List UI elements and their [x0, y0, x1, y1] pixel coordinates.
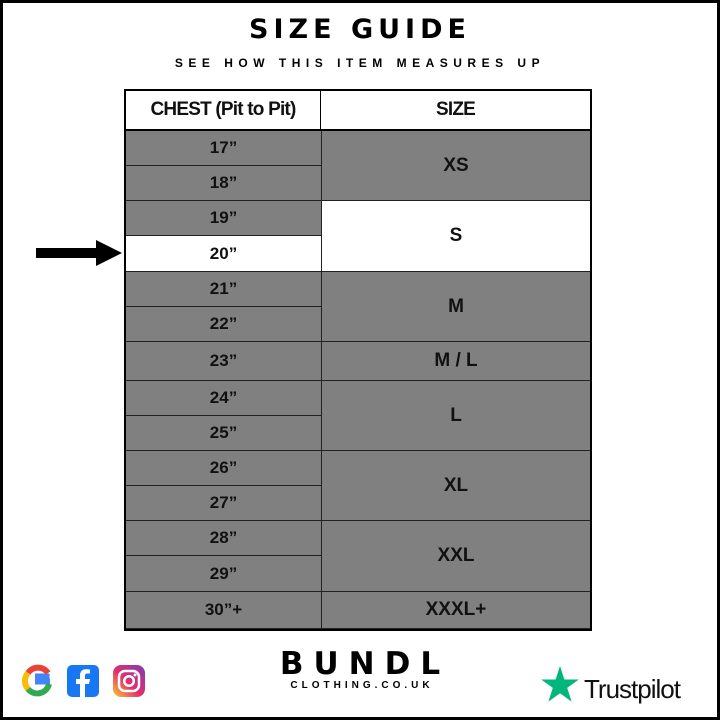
size-cell: M — [321, 272, 590, 342]
chest-cell: 23” — [126, 342, 321, 381]
size-cell: XXL — [321, 521, 590, 592]
chest-cell: 24” — [126, 381, 321, 416]
chest-cell: 21” — [126, 272, 321, 307]
chest-cell: 20” — [126, 236, 321, 272]
page-title: SIZE GUIDE — [249, 14, 471, 45]
brand-name: BUNDL — [279, 646, 451, 682]
chest-cell: 25” — [126, 416, 321, 451]
chest-cell: 18” — [126, 166, 321, 201]
brand-website: CLOTHING.CO.UK — [290, 680, 434, 691]
trustpilot-star-icon — [541, 666, 579, 702]
page-subtitle: SEE HOW THIS ITEM MEASURES UP — [174, 56, 546, 70]
size-cell: M / L — [321, 342, 590, 381]
chest-cell: 30”+ — [126, 592, 321, 629]
chest-cell: 26” — [126, 451, 321, 486]
instagram-icon[interactable] — [113, 665, 145, 697]
chest-cell: 29” — [126, 556, 321, 592]
size-cell: XL — [321, 451, 590, 521]
size-cell: XS — [321, 131, 590, 201]
chest-cell: 19” — [126, 201, 321, 236]
column-header-size: SIZE — [321, 91, 590, 131]
arrow-right-icon — [36, 240, 122, 266]
size-table: CHEST (Pit to Pit) SIZE 17” 18” 19” 20” 21” 2… — [124, 89, 592, 631]
trustpilot-label[interactable]: Trustpilot — [584, 674, 681, 704]
chest-cell: 28” — [126, 521, 321, 556]
facebook-icon[interactable] — [67, 665, 99, 697]
column-header-chest: CHEST (Pit to Pit) — [126, 91, 321, 131]
chest-cell: 27” — [126, 486, 321, 521]
google-icon[interactable] — [22, 664, 54, 698]
brand-logo: BUNDL CLOTHING.CO.UK — [278, 648, 442, 691]
size-cell: XXXL+ — [321, 592, 590, 629]
size-cell: L — [321, 381, 590, 451]
chest-cell: 22” — [126, 307, 321, 342]
chest-cell: 17” — [126, 131, 321, 166]
size-cell: S — [321, 201, 590, 272]
